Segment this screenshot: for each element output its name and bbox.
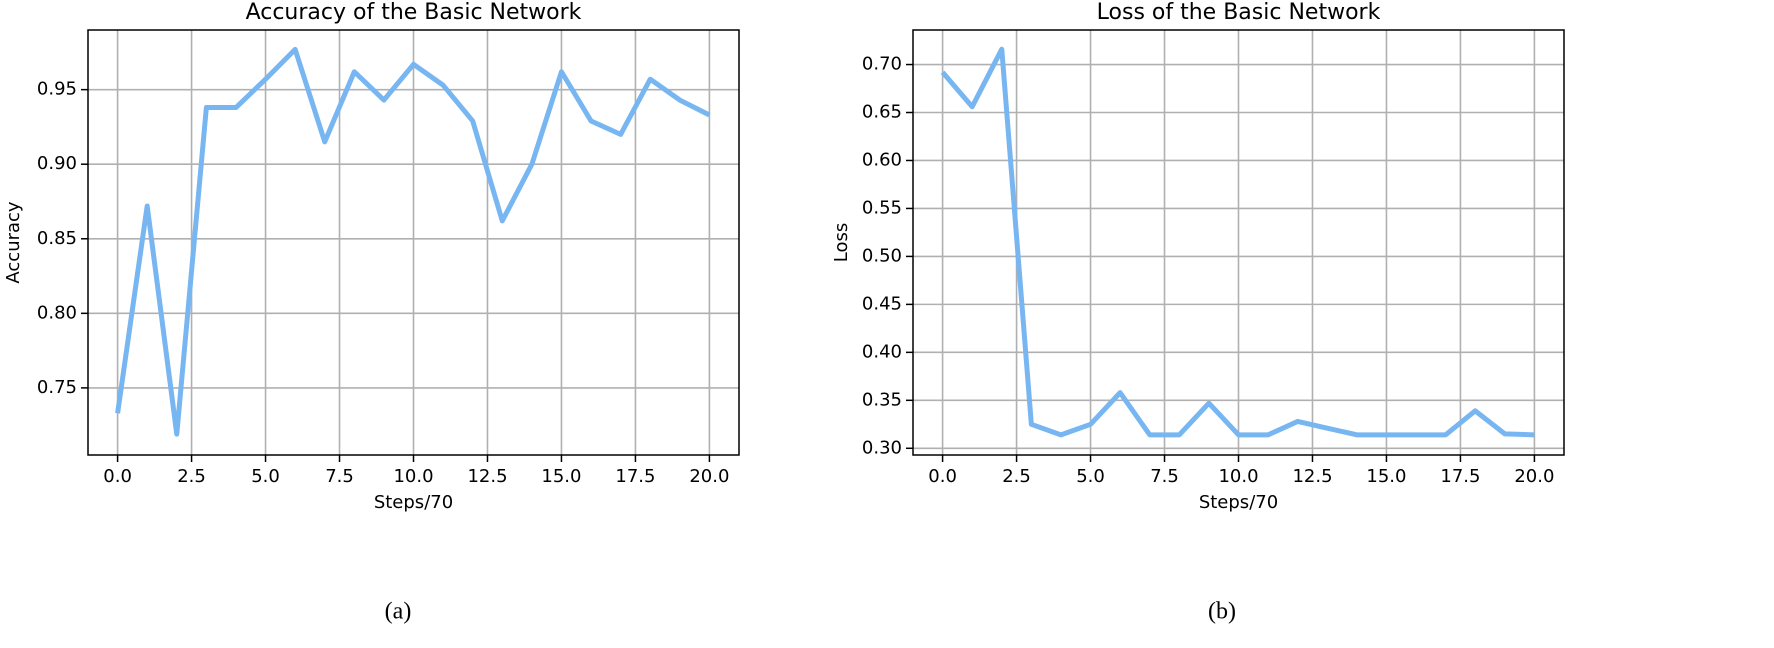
y-tick-label: 0.35 (862, 389, 902, 410)
y-tick-label: 0.50 (862, 245, 902, 266)
x-tick-label: 0.0 (103, 466, 132, 487)
x-tick-label: 10.0 (393, 466, 433, 487)
y-tick-label: 0.70 (862, 54, 902, 75)
data-line (115, 46, 711, 437)
y-tick-label: 0.75 (37, 377, 77, 398)
plot-frame (912, 29, 1565, 456)
y-tick-label: 0.65 (862, 102, 902, 123)
y-axis-label: Loss (831, 223, 852, 262)
x-tick-label: 12.5 (1292, 466, 1332, 487)
x-tick-label: 0.0 (928, 466, 957, 487)
caption: (a) (385, 599, 412, 625)
chart-title: Accuracy of the Basic Network (246, 0, 582, 25)
plot-frame (87, 29, 740, 456)
data-line (940, 46, 1535, 438)
chart-title: Loss of the Basic Network (1097, 0, 1381, 25)
y-tick-label: 0.40 (862, 341, 902, 362)
x-tick-label: 2.5 (1002, 466, 1031, 487)
x-tick-label: 15.0 (541, 466, 581, 487)
x-tick-label: 7.5 (1150, 466, 1179, 487)
x-tick-label: 5.0 (1076, 466, 1105, 487)
x-tick-label: 7.5 (325, 466, 354, 487)
x-tick-label: 17.5 (615, 466, 655, 487)
x-axis-label: Steps/70 (374, 492, 453, 513)
x-tick-label: 15.0 (1366, 466, 1406, 487)
y-tick-label: 0.95 (37, 79, 77, 100)
y-tick-label: 0.45 (862, 293, 902, 314)
y-tick-label: 0.90 (37, 153, 77, 174)
y-tick-label: 0.80 (37, 302, 77, 323)
x-tick-label: 10.0 (1218, 466, 1258, 487)
y-tick-label: 0.55 (862, 197, 902, 218)
x-tick-label: 12.5 (467, 466, 507, 487)
x-tick-label: 20.0 (689, 466, 729, 487)
caption: (b) (1208, 599, 1236, 625)
y-tick-label: 0.30 (862, 437, 902, 458)
y-tick-label: 0.60 (862, 149, 902, 170)
x-axis-label: Steps/70 (1199, 492, 1278, 513)
x-tick-label: 5.0 (251, 466, 280, 487)
x-tick-label: 20.0 (1514, 466, 1554, 487)
x-tick-label: 2.5 (177, 466, 206, 487)
y-tick-label: 0.85 (37, 228, 77, 249)
y-axis-label: Accuracy (3, 201, 24, 284)
x-tick-label: 17.5 (1440, 466, 1480, 487)
